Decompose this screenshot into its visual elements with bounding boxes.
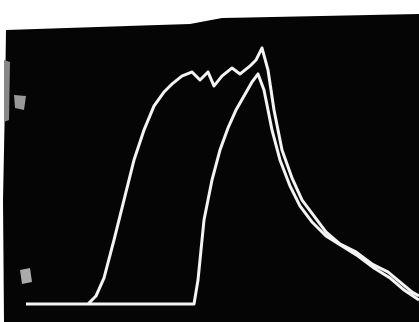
edge-artifact	[4, 60, 10, 122]
oscilloscope-photo	[0, 0, 419, 322]
edge-artifact	[14, 95, 26, 110]
screen	[3, 14, 419, 322]
edge-artifact	[20, 268, 32, 284]
page	[0, 0, 419, 322]
